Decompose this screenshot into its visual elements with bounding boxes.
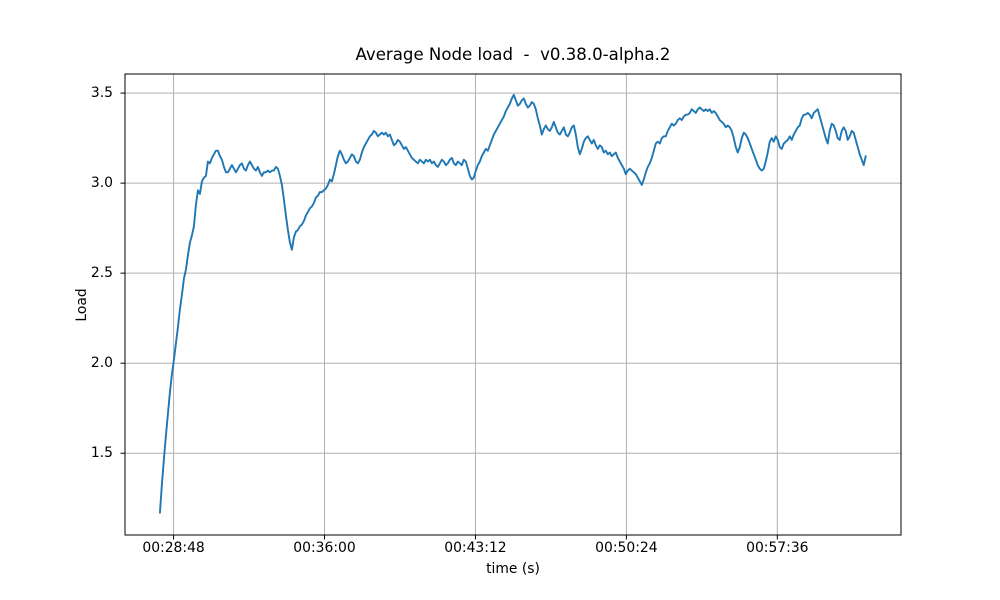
y-tick-label: 3.0 [90, 175, 113, 192]
x-axis-label: time (s) [486, 561, 540, 577]
chart-title: Average Node load - v0.38.0-alpha.2 [355, 45, 671, 64]
x-tick-label: 00:50:24 [595, 540, 658, 556]
x-tick-label: 00:28:48 [142, 540, 205, 556]
y-tick-label: 1.5 [90, 445, 113, 462]
x-tick-label: 00:36:00 [293, 540, 356, 556]
y-tick-label: 2.5 [90, 265, 113, 282]
x-tick-label: 00:57:36 [746, 540, 809, 556]
load-series-line [158, 93, 867, 514]
y-axis-label: Load [74, 288, 90, 322]
y-tick-label: 3.5 [90, 85, 113, 102]
axes-frame [124, 73, 902, 536]
y-tick-label: 2.0 [90, 355, 113, 372]
x-tick-label: 00:43:12 [444, 540, 507, 556]
